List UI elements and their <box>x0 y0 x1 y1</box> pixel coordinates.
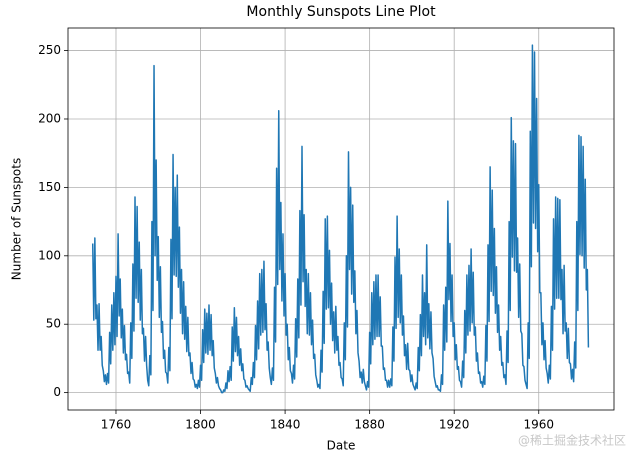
watermark: @稀土掘金技术社区 <box>518 433 626 448</box>
y-tick-label: 200 <box>38 111 61 125</box>
y-tick-label: 0 <box>53 385 61 399</box>
x-tick-label: 1760 <box>101 418 132 432</box>
y-axis-label: Number of Sunspots <box>10 158 24 280</box>
y-tick-label: 150 <box>38 180 61 194</box>
x-tick-label: 1840 <box>270 418 301 432</box>
y-tick-label: 100 <box>38 248 61 262</box>
plot-frame <box>67 27 615 411</box>
chart-title: Monthly Sunspots Line Plot <box>246 4 436 20</box>
x-axis-label: Date <box>327 439 356 453</box>
y-tick-label: 250 <box>38 43 61 57</box>
data-line <box>91 44 590 394</box>
y-tick-label: 50 <box>46 317 61 331</box>
x-tick-label: 1800 <box>185 418 216 432</box>
x-tick-label: 1920 <box>439 418 470 432</box>
x-tick-label: 1880 <box>354 418 385 432</box>
x-tick-label: 1960 <box>523 418 554 432</box>
